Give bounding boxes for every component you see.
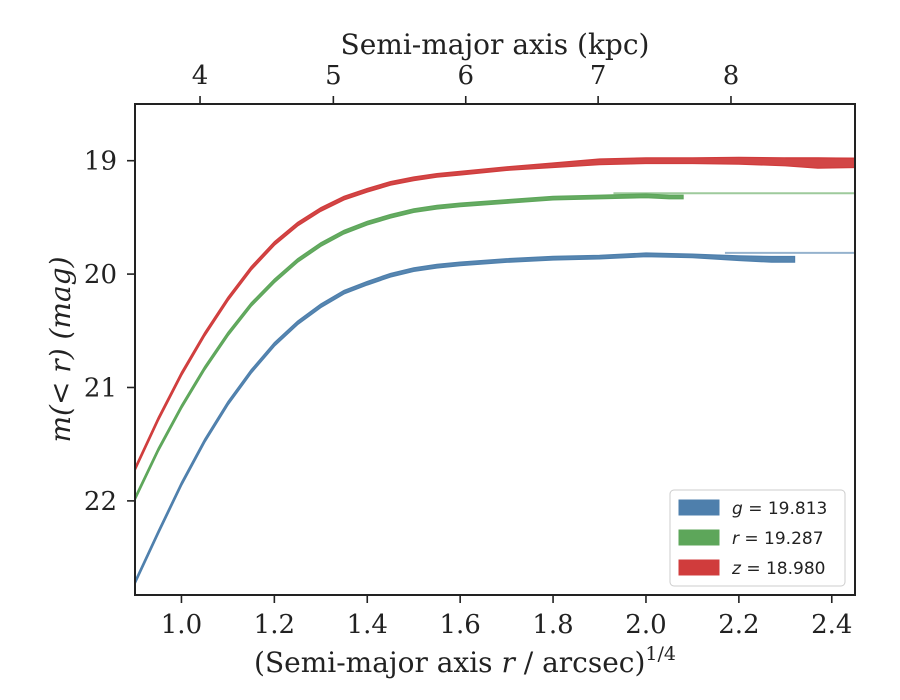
series-layer: [135, 156, 855, 585]
top-tick-label: 4: [192, 61, 209, 91]
legend-label-g: g = 19.813: [732, 499, 827, 519]
legend-label-z: z = 18.980: [731, 559, 825, 579]
x-axis-label: (Semi-major axis r / arcsec)1/4: [254, 643, 676, 679]
top-tick-label: 6: [457, 61, 474, 91]
x-axis-label-main: (Semi-major axis r / arcsec): [254, 646, 645, 679]
plot-frame: [134, 103, 856, 596]
x-axis-label-var: r: [501, 646, 516, 679]
series-band-g: [135, 252, 796, 585]
top-tick-label: 7: [590, 61, 607, 91]
y-tick-label: 20: [84, 260, 117, 290]
x-tick-label: 2.2: [718, 610, 759, 640]
y-tick-label: 21: [84, 373, 117, 403]
top-tick-label: 5: [325, 61, 342, 91]
x-tick-label: 1.4: [347, 610, 388, 640]
legend: g = 19.813 r = 19.287 z = 18.980: [669, 489, 846, 587]
ticks-layer: 1.0 1.2 1.4 1.6 1.8 2.0 2.2 2.4 19 20 21 22 4 5 6 7 8: [84, 61, 853, 640]
y-axis-label: m(< r) (mag): [44, 256, 77, 442]
x-tick-label: 1.2: [254, 610, 295, 640]
series-band-z: [135, 156, 855, 472]
x-tick-label: 1.8: [532, 610, 573, 640]
x-tick-label: 1.0: [161, 610, 202, 640]
legend-swatch-g: [678, 499, 720, 516]
x-tick-label: 1.6: [439, 610, 480, 640]
legend-swatch-r: [678, 529, 720, 546]
y-tick-label: 19: [84, 147, 117, 177]
x-axis-label-sup: 1/4: [645, 643, 676, 665]
x-axis-label-part: / arcsec): [515, 646, 646, 679]
x-tick-label: 2.4: [811, 610, 852, 640]
y-tick-label: 22: [84, 487, 117, 517]
series-band-r: [135, 193, 684, 501]
top-axis-label: Semi-major axis (kpc): [341, 28, 650, 61]
x-tick-label: 2.0: [625, 610, 666, 640]
legend-label-r: r = 19.287: [732, 529, 824, 549]
legend-swatch-z: [678, 559, 720, 576]
x-axis-label-part: (Semi-major axis: [254, 646, 501, 679]
legend-items: g = 19.813 r = 19.287 z = 18.980: [678, 499, 827, 579]
top-tick-label: 8: [723, 61, 740, 91]
